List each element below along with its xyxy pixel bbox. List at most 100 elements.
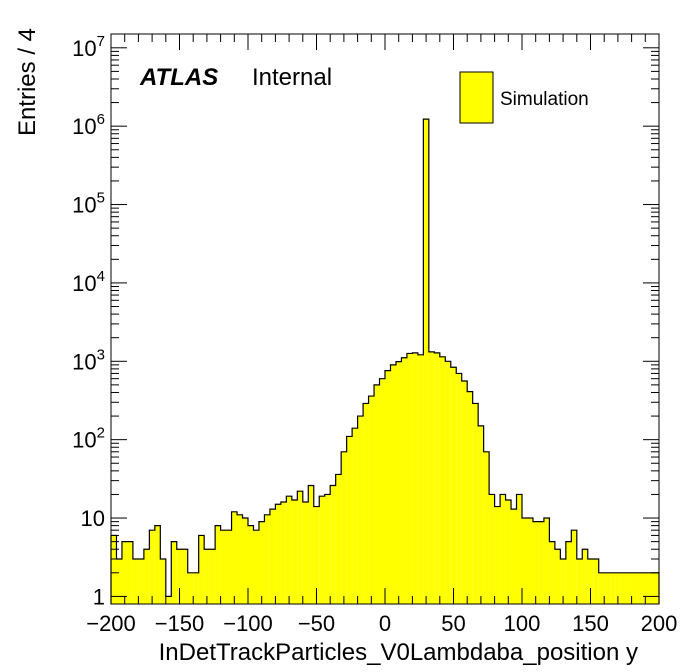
bar [620, 572, 627, 604]
x-tick-label: −50 [298, 611, 335, 636]
x-tick-label: −200 [86, 611, 136, 636]
bar [215, 525, 221, 604]
y-axis-title: Entries / 4 [14, 28, 41, 136]
bar [165, 596, 172, 604]
bar [527, 518, 533, 604]
bar [653, 572, 659, 604]
y-tick-label: 10 [81, 506, 105, 531]
bar [143, 549, 150, 604]
bar [121, 541, 128, 604]
bar [456, 373, 462, 604]
bar [538, 521, 544, 604]
bar [615, 572, 621, 604]
x-tick-label: 50 [441, 611, 465, 636]
bar [412, 352, 418, 604]
bar [248, 525, 254, 604]
bar [642, 572, 649, 604]
bar [390, 364, 396, 604]
bar [253, 530, 259, 604]
bar [631, 572, 638, 604]
bar [297, 491, 303, 604]
x-axis-title: InDetTrackParticles_V0Lambdaba_position … [159, 639, 638, 666]
bar [450, 367, 457, 604]
bar [291, 499, 298, 604]
y-tick-label: 105 [72, 190, 105, 218]
bar [313, 506, 320, 604]
x-tick-labels: −200 −150 −100 −50 0 50 100 150 200 [86, 611, 677, 636]
bar [138, 559, 144, 604]
bar [209, 549, 216, 604]
bar [352, 428, 358, 604]
bar [648, 572, 654, 604]
bar [368, 396, 375, 604]
bar [132, 559, 139, 604]
bar [324, 494, 331, 604]
bar [609, 572, 616, 604]
bar [604, 572, 610, 604]
x-tick-label: 150 [572, 611, 609, 636]
bar [111, 535, 117, 604]
atlas-label: ATLAS Internal [139, 64, 332, 91]
bar [149, 530, 155, 604]
bar [401, 357, 407, 604]
axis-ticks [110, 34, 660, 604]
bar [500, 494, 506, 604]
bar [286, 496, 292, 604]
bar [560, 559, 566, 604]
bar [226, 530, 232, 604]
y-tick-label: 1 [93, 584, 105, 609]
bar [385, 370, 391, 604]
bar [593, 559, 599, 604]
bar [598, 572, 605, 604]
bar [522, 518, 528, 604]
bar [472, 403, 479, 604]
bar [335, 474, 342, 604]
histogram-bars [110, 118, 660, 604]
bar [532, 521, 539, 604]
bar [231, 511, 238, 604]
x-tick-label: −150 [155, 611, 205, 636]
bar [160, 559, 166, 604]
y-tick-label: 104 [72, 268, 105, 296]
bar [204, 549, 210, 604]
y-tick-label: 107 [72, 33, 105, 61]
bar [637, 572, 643, 604]
bar [154, 525, 161, 604]
histogram-outline [110, 118, 660, 604]
bar [346, 436, 353, 604]
legend: Simulation [459, 71, 589, 124]
bar [582, 549, 588, 604]
bar [505, 499, 512, 604]
atlas-experiment-label: ATLAS [139, 64, 218, 91]
bar [379, 378, 385, 604]
bar [182, 549, 188, 604]
bar [543, 518, 550, 604]
bar [357, 416, 364, 604]
bar [478, 425, 484, 604]
bar [187, 572, 194, 604]
bar [489, 494, 495, 604]
y-tick-label: 103 [72, 346, 105, 374]
bar [516, 494, 522, 604]
bar [193, 572, 199, 604]
bar [434, 352, 440, 604]
x-tick-label: −100 [223, 611, 273, 636]
bar [461, 381, 468, 604]
bar [494, 506, 501, 604]
bar [171, 541, 177, 604]
bar [275, 504, 281, 604]
x-tick-label: 0 [379, 611, 391, 636]
bar [198, 535, 205, 604]
bar [395, 361, 402, 604]
bar [242, 518, 248, 604]
bar [511, 509, 517, 604]
bar [445, 361, 451, 604]
bar [264, 514, 270, 604]
bar [220, 530, 227, 604]
bar [571, 530, 577, 604]
bar [406, 353, 413, 604]
bar [280, 502, 287, 604]
bar [330, 485, 336, 604]
bar [626, 572, 632, 604]
